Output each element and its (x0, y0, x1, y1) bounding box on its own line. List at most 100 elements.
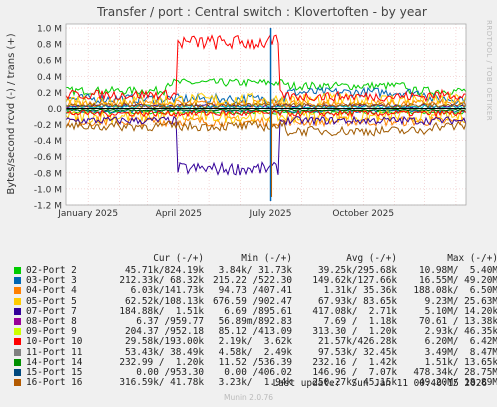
legend-swatch (14, 369, 21, 376)
series-line (65, 109, 467, 125)
legend-header-max: Max (-/+) (447, 253, 497, 264)
legend-cur: 204.37 /952.18 (124, 326, 204, 338)
plot-frame (65, 23, 467, 206)
legend-max: 6.20M/ 6.42M (424, 336, 497, 348)
legend-avg: 21.57k/426.28k (317, 336, 397, 348)
legend-header-cur: Cur (-/+) (153, 253, 204, 264)
y-tick-label: -1.0 M (34, 185, 62, 195)
last-update: Last update: Sun Jan 11 00:40:15 2026 (272, 378, 487, 389)
legend-cur: 45.71k/824.19k (124, 265, 204, 276)
x-tick-label: July 2025 (249, 209, 292, 219)
legend-min: 0.00 /406.02 (224, 367, 292, 378)
legend-avg: 39.25k/295.68k (317, 265, 397, 276)
legend-max: 9.23M/ 25.63M (424, 295, 497, 307)
legend-min: 3.84k/ 31.73k (218, 265, 292, 276)
legend-header-min: Min (-/+) (241, 253, 292, 264)
legend-name: 10-Port 10 (26, 336, 83, 348)
series-line (65, 115, 467, 176)
y-tick-label: -0.6 M (34, 153, 62, 163)
y-tick-label: 0.6 M (37, 57, 62, 67)
y-tick-label: 0.8 M (37, 41, 62, 51)
legend-name: 16-Port 16 (26, 377, 83, 389)
x-tick-label: January 2025 (57, 209, 118, 219)
legend-min: 3.23k/ 1.94k (218, 377, 292, 389)
legend-min: 11.52 /536.39 (218, 356, 292, 368)
legend-name: 05-Port 5 (26, 295, 77, 307)
y-tick-label: -0.4 M (34, 137, 62, 147)
legend-name: 03-Port 3 (26, 275, 77, 287)
legend-min: 4.58k/ 2.49k (218, 346, 292, 358)
legend-swatch (14, 307, 21, 315)
legend-cur: 6.37 /959.77 (136, 316, 204, 327)
legend-avg: 1.31k/ 35.36k (323, 285, 397, 297)
legend-cur: 232.99 / 1.20k (119, 356, 204, 368)
series-line (65, 101, 467, 109)
legend-cur: 184.88k/ 1.51k (119, 305, 204, 317)
series-line (65, 119, 467, 138)
x-tick-label: October 2025 (332, 209, 394, 219)
legend-min: 215.22 /522.30 (212, 275, 292, 287)
legend-cur: 6.03k/141.73k (130, 285, 204, 297)
legend-name: 14-Port 14 (26, 356, 83, 368)
legend-cur: 53.43k/ 38.49k (124, 346, 204, 358)
chart-title: Transfer / port : Central switch : Klove… (96, 5, 428, 19)
legend-name: 07-Port 7 (26, 305, 77, 317)
legend-cur: 212.33k/ 68.32k (119, 275, 204, 287)
legend-avg: 146.96 / 7.07k (312, 367, 397, 378)
legend-name: 08-Port 8 (26, 316, 77, 327)
legend-min: 6.69 /895.61 (224, 305, 292, 317)
legend-swatch (14, 287, 21, 295)
series-line (65, 92, 467, 110)
legend-name: 02-Port 2 (26, 265, 77, 276)
legend-cur: 29.58k/193.00k (124, 336, 204, 348)
legend-min: 56.89m/892.83 (218, 316, 292, 327)
legend-avg: 250.27k/ 45.15k (312, 377, 397, 389)
legend-name: 04-Port 4 (26, 285, 77, 297)
legend-swatch (14, 358, 21, 366)
legend-min: 676.59 /902.47 (212, 295, 292, 307)
legend-max: 478.34k/ 28.75M (413, 367, 497, 378)
legend-swatch (14, 277, 21, 285)
series-line (65, 78, 467, 97)
legend-min: 2.19k/ 3.62k (218, 336, 292, 348)
series-line (65, 110, 467, 115)
legend-avg: 67.93k/ 83.65k (317, 295, 397, 307)
legend-max: 70.61 / 13.38k (418, 316, 497, 327)
legend-avg: 97.53k/ 32.45k (317, 346, 397, 358)
plot-lines (65, 28, 467, 201)
legend-swatch (14, 338, 21, 346)
munin-version: Munin 2.0.76 (223, 393, 274, 402)
legend-swatch (14, 297, 21, 305)
legend-swatch (14, 348, 21, 356)
legend-cur: 316.59k/ 41.78k (119, 377, 204, 389)
legend-avg: 149.62k/127.66k (312, 275, 397, 287)
legend-max: 10.98M/ 5.40M (418, 265, 497, 276)
y-tick-labels: 1.0 M 0.8 M 0.6 M 0.4 M 0.2 M 0.0 -0.2 M -0.4 M… (34, 25, 62, 212)
legend-avg: 313.30 / 1.20k (312, 326, 397, 338)
series-line (65, 86, 467, 106)
legend-max: 188.08k/ 6.50M (413, 285, 497, 297)
y-tick-label: 0.2 M (37, 89, 62, 99)
legend-swatch (14, 379, 21, 387)
y-tick-label: 0.4 M (37, 73, 62, 83)
legend-min: 85.12 /413.09 (218, 326, 292, 338)
legend-name: 15-Port 15 (26, 367, 83, 378)
y-tick-label: -0.8 M (34, 169, 62, 179)
legend-max: 16.55M/ 49.20M (418, 275, 497, 287)
series-line (65, 108, 467, 119)
legend-avg: 232.16 / 1.42k (312, 356, 397, 368)
rrdtool-credit: RRDTOOL / TOBI OETIKER (485, 20, 493, 122)
legend-cur: 0.00 /953.30 (136, 367, 204, 378)
legend-max: 49.20M/ 18.89M (418, 377, 497, 389)
legend-swatch (14, 328, 21, 336)
series-line (65, 34, 467, 103)
legend-avg: 417.08k/ 2.71k (312, 305, 397, 317)
legend-swatch (14, 267, 21, 274)
y-tick-label: 0.0 (48, 105, 63, 115)
y-tick-label: -0.2 M (34, 121, 62, 131)
y-axis-label: Bytes/second rcvd (-) / trans (+) (6, 33, 17, 194)
legend-cur: 62.52k/108.13k (124, 295, 204, 307)
x-tick-label: April 2025 (156, 209, 202, 219)
